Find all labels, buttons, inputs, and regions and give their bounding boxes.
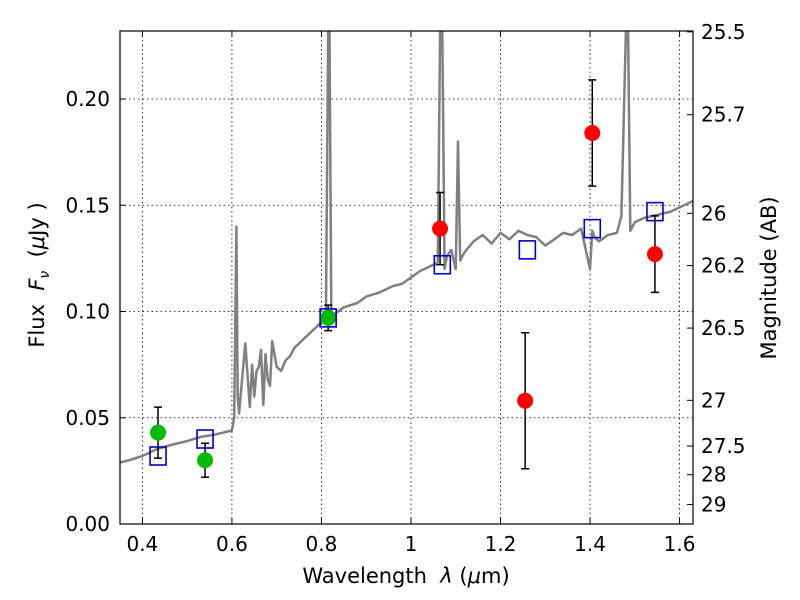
x-axis-label-symbol: λ: [439, 564, 452, 588]
y-axis-label-symbol: F: [25, 278, 49, 291]
model-square: [518, 240, 537, 260]
magnitude-tick-label: 29: [701, 492, 726, 516]
x-axis-label-text: Wavelength: [302, 564, 440, 588]
green-data-point: [197, 452, 214, 469]
ticks: 0.4 0.6 0.8 1 1.2 1.4 1.6 0.00 0.05 0.10 0.15 0.20 2…: [65, 20, 745, 556]
plot-frame: [119, 30, 694, 525]
magnitude-axis-label: Magnitude (AB): [757, 196, 781, 359]
model-square: [646, 201, 664, 222]
x-tick-label: 0.6: [216, 532, 248, 556]
model-layer: [149, 201, 664, 466]
x-tick-label: 1.4: [574, 532, 606, 556]
y-axis-label-paren: (: [25, 249, 49, 271]
magnitude-tick-label: 26: [701, 201, 726, 225]
model-square: [433, 254, 452, 275]
y-tick-label: 0.15: [65, 193, 110, 217]
model-square: [149, 446, 167, 466]
y-axis-label: Flux Fν (μJy ): [25, 202, 53, 347]
model-square: [196, 429, 214, 449]
x-tick-label: 0.8: [306, 532, 338, 556]
y-tick-label: 0.20: [65, 87, 110, 111]
y-tick-label: 0.00: [65, 512, 110, 536]
y-axis-label-unit: Jy ): [25, 202, 49, 238]
magnitude-tick-label: 25.5: [701, 20, 746, 44]
x-axis-label-paren: (: [453, 564, 468, 588]
x-tick-label: 1: [405, 532, 418, 556]
y-axis-label-subscript: ν: [37, 271, 53, 279]
red-data-point: [517, 392, 534, 409]
model-square: [319, 308, 337, 328]
magnitude-tick-label: 27: [701, 388, 726, 412]
green-data-point: [150, 424, 167, 441]
y-axis-label-text: Flux: [25, 291, 49, 348]
y-tick-label: 0.10: [65, 300, 110, 324]
errorbar-layer: [154, 79, 659, 478]
spectrum-layer: [120, 31, 693, 464]
x-axis-label: Wavelength λ (μm): [302, 564, 509, 588]
x-tick-label: 1.2: [485, 532, 517, 556]
x-axis-label-unit: m): [481, 564, 510, 588]
x-axis-label-mu: μ: [467, 564, 481, 588]
y-axis-label-mu: μ: [25, 236, 49, 250]
red-data-point: [432, 220, 449, 237]
x-tick-label: 0.4: [126, 532, 158, 556]
spectrum-line: [120, 31, 693, 464]
magnitude-tick-label: 26.2: [701, 254, 746, 278]
green-data-point: [320, 309, 337, 326]
magnitude-tick-label: 28: [701, 463, 726, 487]
magnitude-tick-label: 27.5: [701, 434, 746, 458]
magnitude-tick-label: 25.7: [701, 103, 746, 127]
y-tick-label: 0.05: [65, 406, 110, 430]
model-square: [583, 218, 602, 239]
red-data-point: [584, 125, 601, 141]
magnitude-tick-label: 26.5: [701, 316, 746, 340]
points-layer: [150, 125, 663, 469]
x-tick-label: 1.6: [664, 532, 696, 556]
red-data-point: [646, 246, 663, 263]
grid-lines: [120, 31, 693, 525]
